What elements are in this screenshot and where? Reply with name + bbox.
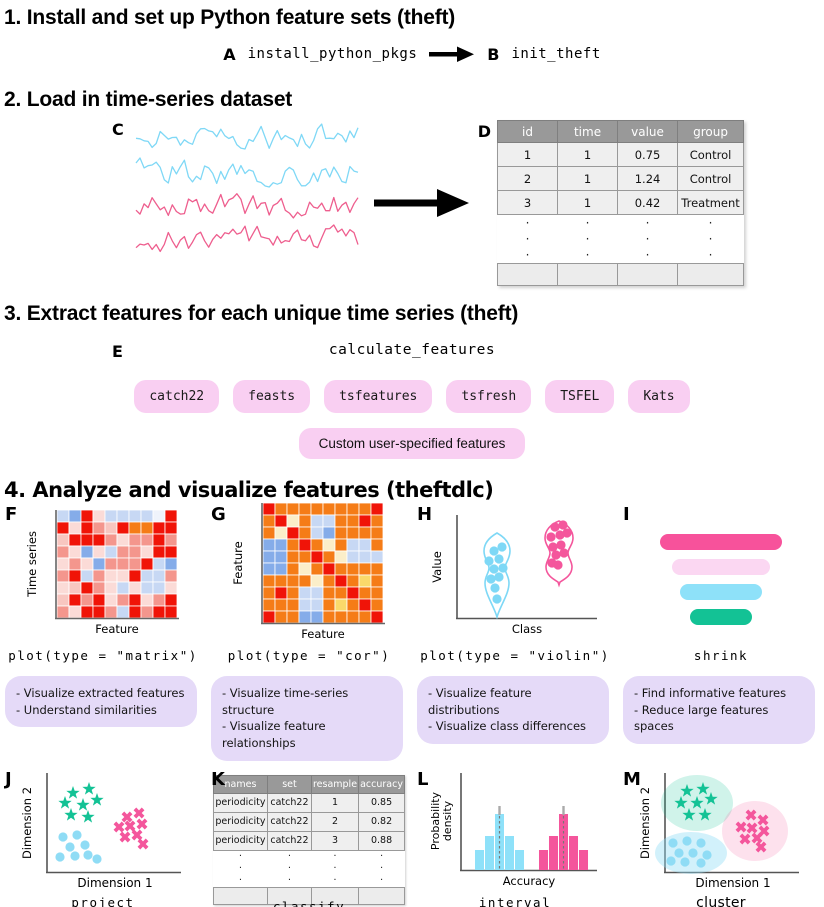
shrink-funnel-bar [690, 608, 752, 625]
caption-shrink: shrink [693, 648, 749, 663]
load-data-flow: C D id time value group 1 1 0.75 Control 2 1 1.24 C… [112, 120, 824, 286]
time-series-lines [135, 123, 359, 253]
svg-text:Accuracy: Accuracy [503, 874, 556, 888]
svg-text:Value: Value [430, 551, 444, 583]
label-h: H [417, 504, 433, 525]
cor-description-box: - Visualize time-series structure - Visu… [211, 676, 403, 761]
label-j: J [5, 768, 12, 790]
chip-tsfel: TSFEL [545, 380, 615, 413]
caption-classify: classify [272, 898, 346, 907]
shrink-funnel [618, 506, 824, 648]
chip-feasts: feasts [233, 380, 311, 413]
caption-plot-cor: plot(type = "cor") [227, 648, 391, 663]
time-series-plot [134, 120, 360, 264]
caption-cluster: cluster [696, 894, 746, 907]
svg-text:Feature: Feature [231, 541, 245, 584]
svg-text:Time series: Time series [25, 531, 39, 598]
svg-text:Feature: Feature [301, 627, 344, 641]
caption-interval: interval [478, 894, 552, 907]
svg-text:Class: Class [512, 622, 542, 636]
caption-project: project [71, 894, 135, 907]
code-calculate-features: calculate_features [328, 342, 496, 358]
interval-histogram: Probability density Accuracy [412, 771, 618, 895]
panel-violin: H Value Class [412, 504, 618, 761]
shrink-funnel-bar [660, 533, 782, 550]
panel-project: J Dimension 2 Dimension 1 project - Redu… [0, 768, 206, 907]
label-l: L [417, 768, 429, 790]
caption-plot-violin: plot(type = "violin") [420, 648, 610, 663]
svg-text:Probability: Probability [429, 791, 442, 850]
section2-heading: 2. Load in time-series dataset [4, 88, 293, 111]
svg-text:Dimension 2: Dimension 2 [20, 787, 34, 859]
label-d: D [477, 122, 492, 141]
label-c: C [112, 120, 124, 139]
cluster-scatter: Dimension 2 Dimension 1 [618, 771, 824, 895]
svg-text:Dimension 1: Dimension 1 [77, 876, 152, 890]
panel-cluster: M Dimension 2 Dimension 1 cluster - Find… [618, 768, 824, 907]
arrow-right-icon [429, 46, 475, 62]
calculate-features-row: E calculate_features [0, 342, 824, 364]
cor-heatmap: Feature Feature [206, 502, 412, 648]
section4-heading: 4. Analyze and visualize features (theft… [4, 478, 494, 502]
analysis-panels: F Time series Feature plot(type = "matri… [0, 502, 824, 907]
chip-kats: Kats [628, 380, 690, 413]
feature-set-chips: catch22 feasts tsfeatures tsfresh TSFEL … [0, 380, 824, 413]
svg-text:Feature: Feature [95, 622, 138, 636]
matrix-description-box: - Visualize extracted features - Underst… [5, 676, 197, 728]
violin-description-box: - Visualize feature distributions - Visu… [417, 676, 609, 745]
shrink-funnel-bar [672, 558, 770, 575]
label-a: A [223, 44, 236, 64]
label-f: F [5, 504, 18, 525]
project-scatter: Dimension 2 Dimension 1 [0, 771, 206, 895]
label-i: I [623, 504, 630, 525]
dataset-table: id time value group 1 1 0.75 Control 2 1 1.24 Contr… [497, 120, 745, 286]
label-e: E [112, 342, 123, 361]
shrink-funnel-bar [680, 583, 762, 600]
section1-heading: 1. Install and set up Python feature set… [4, 6, 456, 29]
panel-classify: K names set resample accuracy periodicity cat… [206, 768, 412, 907]
matrix-heatmap: Time series Feature [0, 506, 206, 648]
panel-shrink: I shrink - Find informative features - R… [618, 504, 824, 761]
caption-plot-matrix: plot(type = "matrix") [8, 648, 198, 663]
chip-custom-features: Custom user-specified features [298, 428, 526, 459]
chip-tsfeatures: tsfeatures [324, 380, 433, 413]
svg-text:Dimension 2: Dimension 2 [638, 787, 652, 859]
svg-text:Dimension 1: Dimension 1 [695, 876, 770, 890]
label-m: M [623, 768, 641, 790]
install-flow: A install_python_pkgs B init_theft [0, 42, 824, 66]
chip-tsfresh: tsfresh [446, 380, 532, 413]
violin-plot: Value Class [412, 506, 618, 648]
shrink-description-box: - Find informative features - Reduce lar… [623, 676, 815, 745]
section3-heading: 3. Extract features for each unique time… [4, 302, 519, 325]
arrow-right-icon [373, 189, 469, 217]
code-init-theft: init_theft [511, 46, 601, 62]
svg-text:density: density [441, 800, 454, 841]
chip-catch22: catch22 [134, 380, 220, 413]
panel-matrix: F Time series Feature plot(type = "matri… [0, 504, 206, 761]
panel-cor: G Feature Feature plot(type = "cor") - V… [206, 502, 412, 761]
code-install-python-pkgs: install_python_pkgs [247, 46, 418, 62]
label-k: K [211, 768, 225, 790]
classify-results-table: names set resample accuracy periodicity catch… [206, 771, 412, 905]
label-g: G [211, 504, 226, 525]
panel-interval: L Probability density Accuracy interval [412, 768, 618, 907]
label-b: B [487, 44, 500, 64]
